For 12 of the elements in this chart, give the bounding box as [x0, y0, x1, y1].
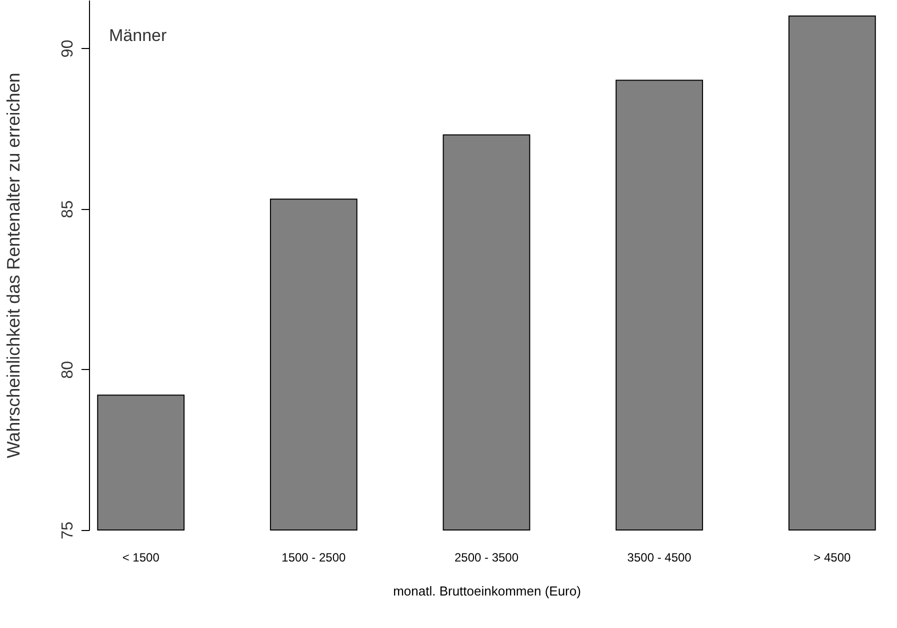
x-tick-label: 2500 - 3500 — [454, 550, 519, 564]
y-tick-label: 80 — [60, 360, 76, 379]
y-axis-title: Wahrscheinlichkeit das Rentenalter zu erreichen — [4, 72, 24, 458]
y-tick-label: 90 — [60, 40, 76, 58]
x-axis-title: monatl. Bruttoeinkommen (Euro) — [393, 584, 581, 598]
y-tick-label: 75 — [60, 522, 76, 540]
annotation: Männer — [109, 26, 167, 45]
y-tick-label: 85 — [60, 200, 76, 218]
x-tick-label: 1500 - 2500 — [282, 550, 346, 564]
x-tick-label: < 1500 — [122, 550, 160, 564]
x-tick-label: > 4500 — [814, 550, 851, 564]
x-tick-label: 3500 - 4500 — [627, 550, 692, 564]
